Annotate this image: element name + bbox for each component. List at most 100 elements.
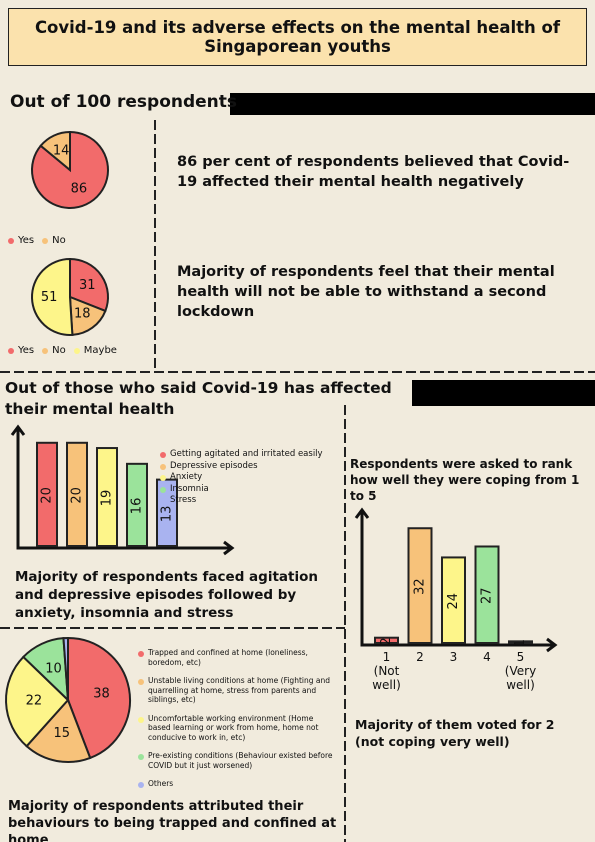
slice-label: 15 — [54, 726, 71, 741]
annotation: Majority of them voted for 2 (not coping… — [355, 717, 555, 749]
bar-label: 13 — [160, 506, 175, 523]
axis — [360, 510, 555, 647]
legend-item: Stress — [160, 495, 340, 506]
section-heading: Out of those who said Covid-19 has affec… — [5, 379, 392, 418]
legend-swatch — [138, 716, 144, 723]
bar — [96, 447, 118, 548]
legend-swatch — [8, 348, 14, 354]
bar — [441, 556, 466, 644]
legend-item: No — [42, 235, 66, 247]
legend-swatch — [160, 463, 166, 470]
bar-label: 16 — [130, 498, 145, 515]
axis-arrow — [10, 424, 26, 436]
bar — [36, 441, 58, 548]
legend: Yes No Maybe — [8, 345, 117, 357]
x-tick-label: 2 — [416, 650, 424, 664]
legend-label: Getting agitated and irritated easily — [170, 449, 323, 459]
legend-swatch — [160, 452, 166, 458]
legend: Getting agitated and irritated easily Dep… — [160, 449, 340, 506]
legend-swatch — [73, 348, 80, 354]
annotation: Majority of respondents attributed their… — [8, 799, 337, 842]
bar — [407, 527, 433, 644]
legend: Trapped and confined at home (loneliness… — [138, 648, 333, 789]
legend-item: Pre-existing conditions (Behaviour exist… — [138, 751, 333, 770]
legend-swatch — [138, 782, 144, 788]
pie-slice — [25, 698, 92, 763]
x-tick-label: 3 — [449, 650, 458, 664]
bar — [508, 640, 533, 645]
annotation: Majority of respondents feel that their … — [177, 264, 555, 320]
legend-swatch — [8, 238, 14, 244]
legend-swatch — [160, 475, 166, 481]
legend-item: Getting agitated and irritated easily — [160, 449, 340, 460]
axis-arrow — [546, 637, 558, 653]
bar-label: 1 — [513, 639, 528, 647]
legend-item: Maybe — [73, 345, 117, 357]
legend-item: Yes — [8, 345, 34, 357]
annotation: 86 per cent of respondents believed that… — [177, 154, 570, 190]
axis-arrow — [223, 540, 235, 556]
legend-swatch — [138, 754, 144, 760]
bar-label: 32 — [413, 578, 428, 595]
bar — [66, 441, 88, 548]
legend-swatch — [42, 348, 49, 354]
legend-item: Insomnia — [160, 484, 340, 495]
legend: Yes No — [8, 235, 66, 247]
slice-label: 31 — [79, 278, 96, 293]
legend-label: Anxiety — [170, 472, 203, 482]
axis — [16, 427, 232, 550]
axis-arrow — [354, 507, 370, 519]
slice-label: 10 — [45, 662, 62, 677]
legend-label: Unstable living conditions at home (Figh… — [148, 676, 330, 704]
legend-item: No — [42, 345, 66, 357]
title-box: Covid-19 and its adverse effects on the … — [8, 8, 587, 66]
legend-item: Yes — [8, 235, 34, 247]
bar-label: 2 — [379, 637, 394, 645]
pie-slice — [62, 636, 69, 701]
legend-swatch — [160, 486, 166, 493]
pie-slice — [5, 655, 70, 748]
bar-label: 27 — [480, 587, 495, 604]
chart-title: Respondents were asked to rank how well … — [350, 457, 580, 503]
bar-label: 20 — [40, 487, 55, 504]
slice-label: 38 — [93, 686, 110, 701]
legend-label: Yes — [18, 235, 35, 246]
slice-label: 14 — [53, 144, 70, 159]
legend-label: Pre-existing conditions (Behaviour exist… — [148, 751, 333, 770]
pie-slice — [67, 636, 131, 760]
section-heading: Out of 100 respondents — [10, 92, 238, 112]
pie-slice — [69, 257, 109, 313]
legend-label: Insomnia — [170, 483, 209, 494]
legend-label: Stress — [170, 495, 197, 505]
bar — [474, 545, 500, 645]
legend-label: Trapped and confined at home (loneliness… — [148, 648, 308, 667]
heading-bar — [412, 380, 595, 406]
legend-swatch — [42, 238, 49, 244]
pie-slice — [31, 257, 74, 336]
x-tick-label: 1 (Not well) — [372, 650, 401, 692]
legend-label: Maybe — [83, 345, 117, 356]
legend-item: Uncomfortable working environment (Home … — [138, 714, 333, 743]
legend-item: Others — [138, 779, 333, 789]
legend-item: Trapped and confined at home (loneliness… — [138, 648, 333, 667]
slice-label: 22 — [26, 694, 43, 709]
legend-swatch — [138, 651, 144, 657]
bar — [156, 478, 178, 548]
legend-item: Anxiety — [160, 472, 340, 483]
legend-label: Uncomfortable working environment (Home … — [148, 713, 319, 742]
slice-label: 51 — [41, 290, 58, 305]
bar-label: 20 — [70, 487, 85, 504]
slice-label: 86 — [71, 181, 88, 196]
page-title: Covid-19 and its adverse effects on the … — [34, 18, 561, 56]
bar — [374, 636, 399, 644]
heading-bar — [230, 93, 595, 115]
slice-label: 18 — [74, 306, 91, 321]
legend-label: No — [52, 345, 66, 356]
x-tick-label: 5 (Very well) — [504, 650, 537, 692]
pie-slice — [39, 130, 71, 173]
legend-label: No — [52, 235, 66, 246]
bar — [126, 462, 148, 547]
legend-item: Unstable living conditions at home (Figh… — [138, 676, 333, 705]
